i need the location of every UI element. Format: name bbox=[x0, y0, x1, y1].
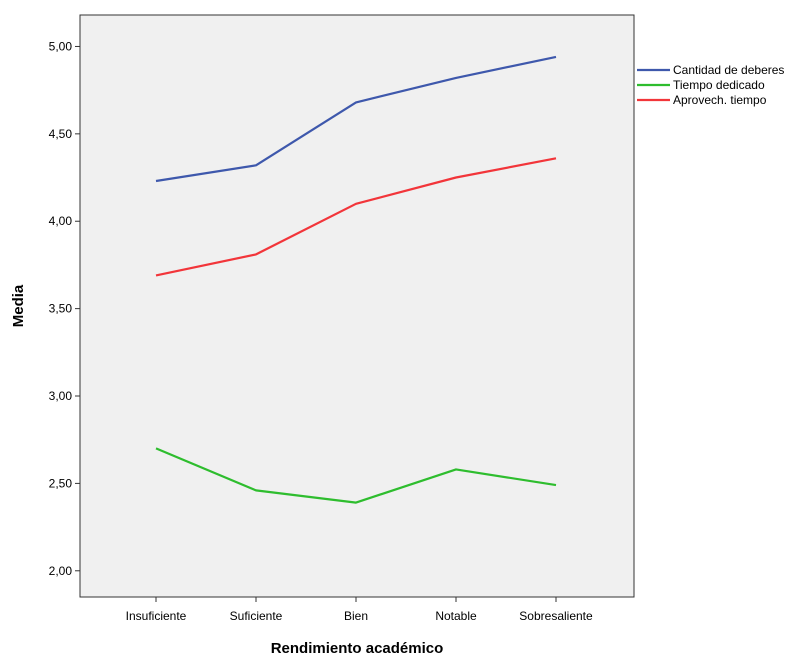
series-line-3 bbox=[155, 157, 557, 277]
x-tick-label: Insuficiente bbox=[126, 609, 187, 623]
legend-label: Cantidad de deberes bbox=[673, 63, 784, 77]
x-axis-title: Rendimiento académico bbox=[271, 640, 444, 656]
x-tick-label: Bien bbox=[344, 609, 368, 623]
plot-area bbox=[79, 14, 635, 598]
x-tick-label: Notable bbox=[435, 609, 477, 623]
legend-label: Aprovech. tiempo bbox=[673, 93, 767, 107]
y-tick-label: 3,00 bbox=[49, 389, 73, 403]
series-line-1 bbox=[155, 55, 557, 183]
y-tick-label: 2,00 bbox=[49, 564, 73, 578]
y-tick-label: 4,00 bbox=[49, 214, 73, 228]
y-tick-label: 2,50 bbox=[49, 476, 73, 490]
legend-label: Tiempo dedicado bbox=[673, 78, 765, 92]
x-tick-label: Suficiente bbox=[230, 609, 283, 623]
y-tick-label: 3,50 bbox=[49, 302, 73, 316]
y-axis: 2,00 2,50 3,00 3,50 4,00 4,50 5,00 bbox=[49, 39, 80, 578]
y-axis-title: Media bbox=[10, 284, 27, 327]
series-lines bbox=[155, 55, 557, 504]
y-tick-label: 4,50 bbox=[49, 127, 73, 141]
x-tick-label: Sobresaliente bbox=[519, 609, 593, 623]
y-tick-label: 5,00 bbox=[49, 39, 73, 53]
series-line-2 bbox=[155, 447, 557, 504]
x-axis: Insuficiente Suficiente Bien Notable Sobresa… bbox=[126, 597, 593, 623]
